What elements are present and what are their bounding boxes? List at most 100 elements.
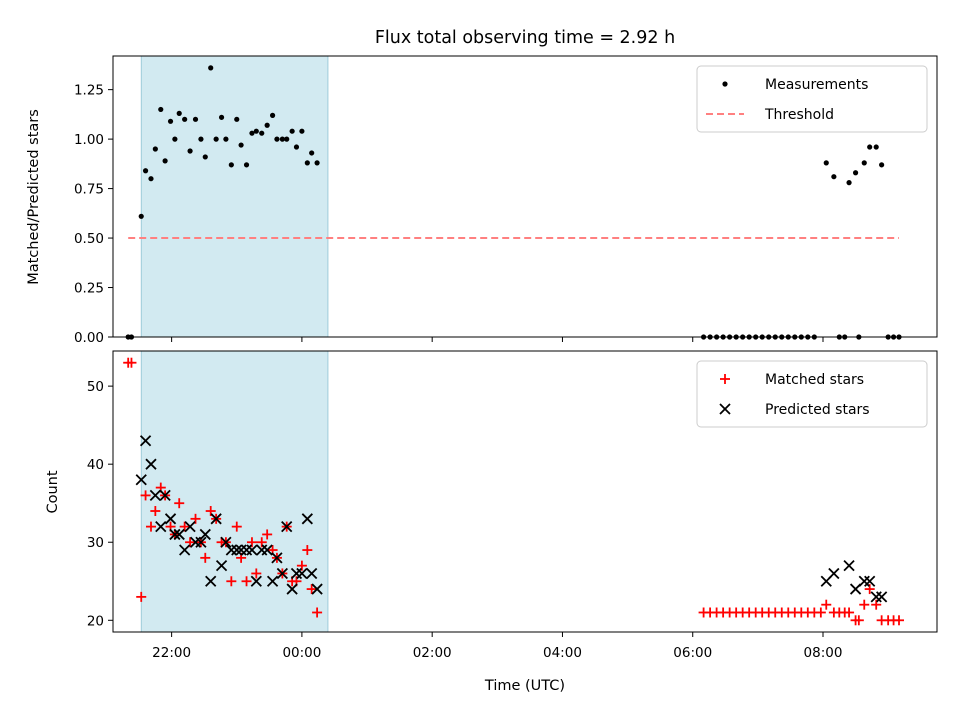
predicted-star-marker [155,520,167,533]
measurement-point [238,142,244,148]
marker-stroke [195,536,207,548]
measurement-point [289,128,295,134]
predicted-star-marker [164,513,177,525]
legend-box [696,360,928,428]
marker-stroke [311,583,323,595]
legend-label: Predicted stars [765,402,870,418]
matched-star-marker [815,607,826,618]
predicted-star-marker [173,528,185,541]
measurement-point [274,136,280,142]
predicted-star-marker [281,520,293,533]
measurement-point [138,213,144,219]
matched-star-marker [150,506,161,517]
matched-star-marker [894,615,905,626]
marker-stroke [220,536,232,548]
matched-star-marker [140,490,151,501]
predicted-star-marker [210,513,222,525]
matched-star-marker [241,576,252,587]
predicted-star-marker [135,474,147,486]
measurement-point [293,144,300,150]
marker-stroke [215,560,228,572]
measurement-point [208,65,214,71]
marker-stroke [199,528,211,541]
predicted-star-marker [205,575,217,587]
marker-stroke [296,567,308,580]
measurement-point [314,160,320,166]
measurement-point [867,144,873,150]
top-y-tick-label: 0.75 [74,182,104,198]
measurement-point [269,112,276,118]
marker-stroke [149,489,161,502]
top-y-tick-label: 0.50 [74,231,104,247]
x-axis-label: Time (UTC) [484,678,565,694]
legend-measurement-swatch [722,81,728,87]
top-y-tick-label: 1.25 [74,83,104,99]
measurement-point [873,144,879,150]
predicted-star-marker [159,489,171,502]
matched-star-marker [174,498,185,509]
measurement-point [176,110,182,116]
predicted-star-marker [276,567,288,580]
measurement-point [846,180,852,186]
marker-stroke [266,575,279,587]
x-tick-label: 06:00 [673,645,712,661]
marker-stroke [184,520,196,533]
top-y-tick-label: 0.25 [74,281,104,297]
matched-star-marker [302,545,313,556]
marker-stroke [301,513,313,525]
x-tick-label: 02:00 [413,645,452,661]
measurement-point [148,176,154,182]
marker-stroke [205,575,217,587]
legend-label: Matched stars [765,372,864,388]
measurement-point [259,130,265,136]
predicted-star-marker [231,544,243,556]
measurement-point [861,160,867,166]
measurement-point [172,136,178,142]
matched-star-marker [136,591,147,602]
marker-stroke [281,520,293,533]
predicted-star-marker [199,528,211,541]
predicted-star-marker [179,544,191,556]
predicted-star-marker [145,458,157,470]
marker-stroke [261,544,273,556]
marker-stroke [210,513,222,525]
measurement-point [309,150,315,156]
marker-stroke [843,560,855,572]
predicted-star-marker [301,513,313,525]
count-panel: 20 30 40 50 22:00 00:00 02:00 04:00 06:00 08:00 Ma… [87,350,938,661]
measurement-point [284,136,290,142]
predicted-star-marker [261,544,273,556]
bottom-y-tick-label: 40 [87,457,104,473]
top-observing-window [140,55,329,338]
predicted-star-marker [306,567,318,580]
predicted-star-marker [215,560,228,572]
measurement-point [279,136,285,142]
measurement-point [198,136,204,142]
top-y-axis-label: Matched/Predicted stars [26,109,42,285]
predicted-star-marker [266,575,279,587]
marker-stroke [250,575,262,587]
marker-stroke [155,520,167,533]
marker-stroke [271,552,283,564]
marker-stroke [276,567,288,580]
measurement-point [299,128,305,134]
marker-stroke [828,567,840,580]
matched-star-marker [262,529,273,540]
bottom-y-axis-label: Count [45,470,61,513]
measurement-point [218,114,225,120]
measurement-point [223,136,229,142]
x-tick-label: 00:00 [282,645,321,661]
matched-star-marker [821,599,832,610]
bottom-axes-frame [112,350,938,633]
measurement-point [234,116,240,122]
matched-star-marker [126,357,137,368]
measurement-point [264,122,270,128]
predicted-star-marker [286,583,298,595]
measurement-point [831,174,837,180]
predicted-star-marker [149,489,161,502]
predicted-star-marker [843,560,855,572]
predicted-star-marker [864,575,876,587]
marker-stroke [145,458,157,470]
matched-star-marker [853,615,864,626]
bottom-legend: Matched stars Predicted stars [696,360,928,428]
